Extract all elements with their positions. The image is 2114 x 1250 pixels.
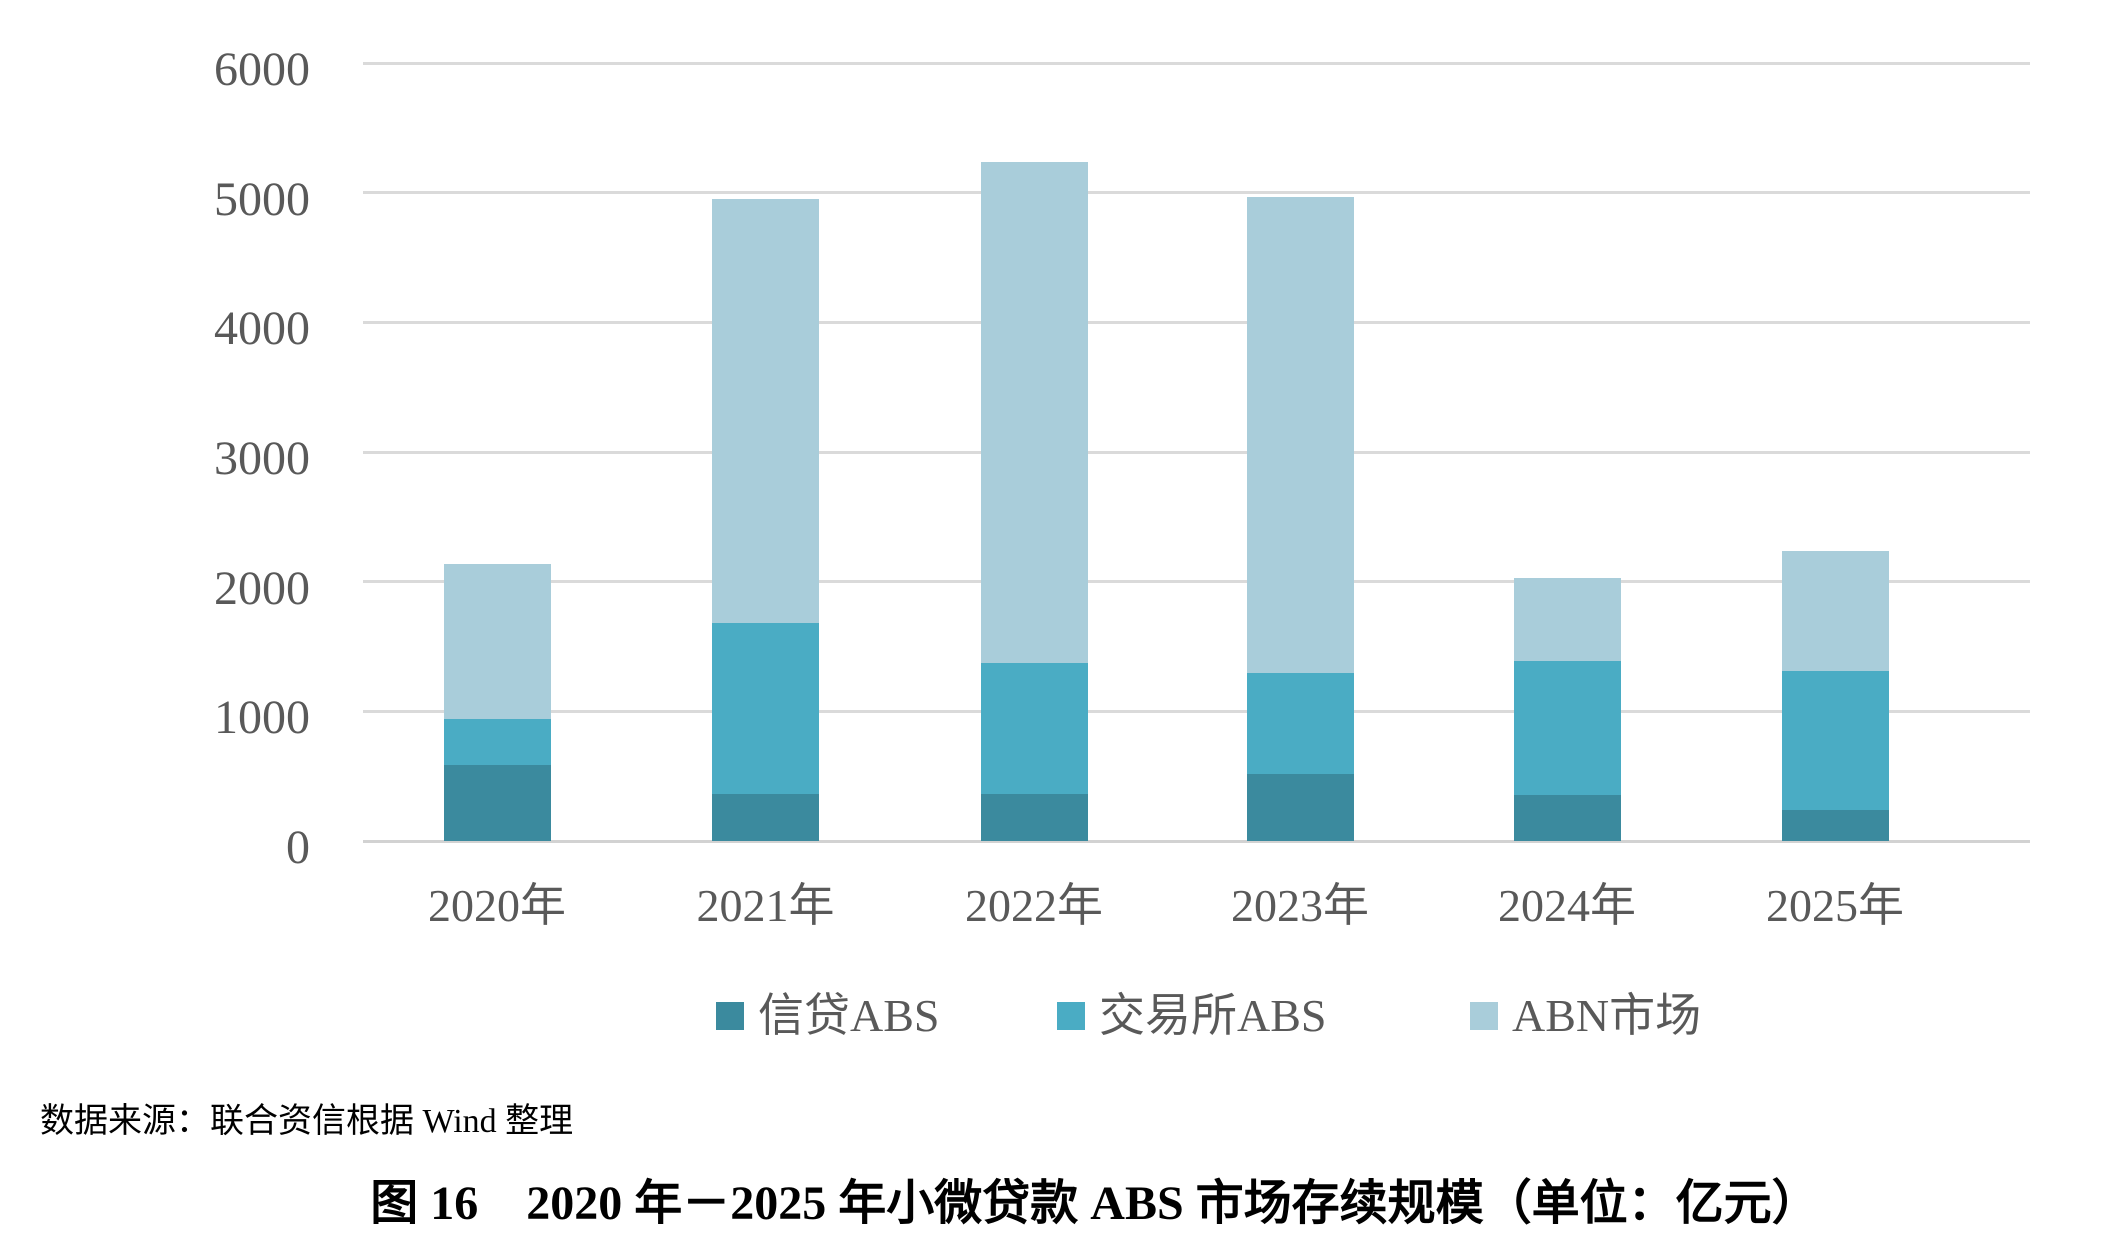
y-axis-tick-label: 4000 bbox=[214, 302, 310, 356]
bar-segment-交易所ABS bbox=[1513, 660, 1621, 795]
x-axis-tick-label: 2021年 bbox=[696, 880, 835, 931]
x-axis-tick-label: 2024年 bbox=[1498, 880, 1636, 931]
bar-segment-ABN市场 bbox=[1781, 550, 1889, 671]
bar-segment-交易所ABS bbox=[443, 719, 551, 765]
gridline-6000 bbox=[363, 61, 2030, 65]
bar-segment-交易所ABS bbox=[1781, 670, 1889, 810]
y-axis-tick-label: 6000 bbox=[214, 43, 310, 96]
bar-2025年 bbox=[1781, 550, 1889, 841]
y-axis-tick-label: 5000 bbox=[214, 172, 310, 226]
bar-segment-信贷ABS bbox=[443, 764, 551, 841]
bar-2020年 bbox=[443, 563, 551, 841]
legend-label: ABN市场 bbox=[1512, 990, 1702, 1041]
legend-swatch-icon bbox=[1470, 1002, 1498, 1030]
bar-segment-交易所ABS bbox=[1246, 673, 1354, 774]
legend-item-交易所ABS: 交易所ABS bbox=[1057, 993, 1326, 1039]
bar-segment-信贷ABS bbox=[1781, 809, 1889, 841]
bar-segment-交易所ABS bbox=[712, 622, 819, 794]
legend-label: 信贷ABS bbox=[758, 990, 940, 1041]
bar-segment-ABN市场 bbox=[980, 161, 1088, 664]
bar-2022年 bbox=[980, 161, 1088, 841]
legend-item-信贷ABS: 信贷ABS bbox=[716, 993, 939, 1039]
gridline-5000 bbox=[363, 191, 2030, 195]
bar-segment-ABN市场 bbox=[712, 198, 819, 623]
bar-segment-ABN市场 bbox=[1246, 196, 1354, 674]
legend-label: 交易所ABS bbox=[1099, 990, 1327, 1041]
bar-segment-信贷ABS bbox=[712, 793, 819, 841]
bar-segment-信贷ABS bbox=[980, 793, 1088, 841]
bar-2024年 bbox=[1513, 577, 1621, 841]
x-axis-tick-label: 2025年 bbox=[1766, 880, 1904, 931]
gridline-1000 bbox=[363, 709, 2030, 713]
figure-caption: 图 16 2020 年－2025 年小微贷款 ABS 市场存续规模（单位：亿元） bbox=[370, 1177, 1820, 1230]
bar-segment-信贷ABS bbox=[1246, 773, 1354, 841]
bar-2023年 bbox=[1246, 196, 1354, 841]
legend-item-ABN市场: ABN市场 bbox=[1470, 993, 1701, 1039]
bar-2021年 bbox=[712, 198, 819, 841]
gridline-4000 bbox=[363, 320, 2030, 324]
y-axis-tick-label: 2000 bbox=[214, 561, 310, 615]
x-axis-tick-label: 2020年 bbox=[428, 880, 566, 931]
x-axis-tick-label: 2023年 bbox=[1231, 880, 1369, 931]
bar-segment-交易所ABS bbox=[980, 663, 1088, 794]
y-axis-tick-label: 1000 bbox=[214, 691, 310, 745]
source-note: 数据来源：联合资信根据 Wind 整理 bbox=[40, 1103, 574, 1140]
gridline-2000 bbox=[363, 580, 2030, 584]
bar-segment-信贷ABS bbox=[1513, 794, 1621, 841]
legend-swatch-icon bbox=[1057, 1002, 1085, 1030]
y-axis-tick-label: 0 bbox=[286, 821, 310, 874]
bar-segment-ABN市场 bbox=[1513, 577, 1621, 661]
bar-segment-ABN市场 bbox=[443, 563, 551, 720]
gridline-3000 bbox=[363, 450, 2030, 454]
x-axis-tick-label: 2022年 bbox=[965, 880, 1103, 931]
chart-plot-area bbox=[363, 61, 2030, 843]
legend-swatch-icon bbox=[716, 1002, 744, 1030]
gridline-0 bbox=[363, 839, 2030, 843]
y-axis-tick-label: 3000 bbox=[214, 432, 310, 485]
